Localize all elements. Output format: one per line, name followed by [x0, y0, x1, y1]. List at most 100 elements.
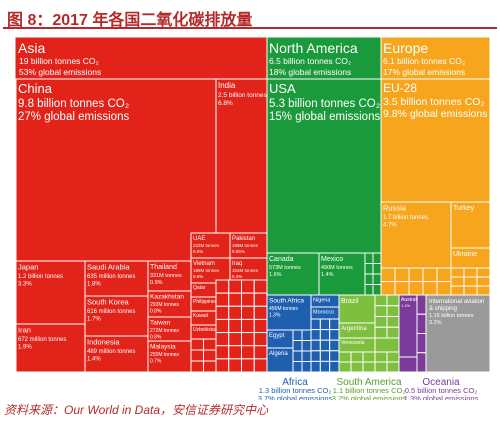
label-international-aviation-shipping-1: International aviation — [429, 299, 484, 305]
country-minor-asia-1 — [215, 292, 230, 307]
country-minor-africa-2 — [310, 339, 321, 352]
country-minor-asia-16 — [241, 305, 255, 320]
label-iran: Iran — [18, 326, 31, 335]
label-pakistan: Pakistan — [232, 236, 255, 242]
value-uae: 222M tonnes — [193, 243, 220, 248]
country-minor-oceania-3 — [416, 352, 427, 373]
value-russia: 1.7 billion tonnes — [383, 215, 428, 221]
region-total-africa: 1.3 billion tonnes CO₂ — [259, 386, 332, 395]
country-minor-asia-10 — [228, 318, 242, 334]
value-south-africa: 456M tonnes — [269, 306, 298, 312]
label-china: China — [18, 81, 53, 96]
country-minor-africa-22 — [292, 350, 303, 362]
country-minor-north-america-4 — [372, 252, 382, 264]
country-minor-asia-17 — [241, 318, 255, 334]
country-minor-africa-1 — [310, 329, 321, 341]
country-minor-asia-8 — [228, 292, 242, 307]
label-eu-28: EU-28 — [383, 81, 417, 95]
value-mexico: 490M tonnes — [321, 265, 353, 271]
value-iraq: 154M tonnes — [232, 268, 259, 273]
label-thailand: Thailand — [150, 264, 177, 271]
share-international-aviation-shipping: 3.2% — [429, 320, 442, 326]
label-russia: Russia — [383, 204, 407, 213]
country-minor-asia-2 — [215, 305, 230, 320]
country-minor-oceania-9 — [398, 356, 418, 373]
value-eu-28: 3.5 billion tonnes CO₂ — [383, 96, 485, 108]
country-vietnam — [190, 257, 231, 284]
share-south-africa: 1.3% — [269, 313, 281, 319]
share-mexico: 1.4% — [321, 272, 334, 278]
country-turkey — [450, 201, 491, 249]
country-minor-asia-15 — [241, 292, 255, 307]
country-minor-asia-7 — [228, 279, 242, 294]
country-minor-europe-10 — [450, 267, 465, 278]
share-indonesia: 1.4% — [87, 357, 101, 363]
country-minor-north-america-2 — [364, 273, 374, 285]
country-minor-europe-2 — [394, 267, 410, 282]
country-minor-south-america-1 — [374, 305, 388, 317]
label-nigeria: Nigeria — [313, 298, 331, 304]
country-minor-europe-3 — [394, 281, 410, 296]
label-turkey: Turkey — [453, 205, 475, 212]
region-share-africa: 3.7% global emissions — [258, 394, 333, 400]
value-vietnam: 199M tonnes — [193, 268, 220, 273]
share-russia: 4.7% — [383, 223, 397, 229]
country-minor-africa-10 — [329, 318, 340, 331]
country-minor-europe-18 — [476, 285, 491, 296]
country-minor-asia-40 — [190, 338, 204, 351]
label-argentina: Argentina — [341, 326, 367, 332]
country-minor-africa-5 — [319, 318, 331, 331]
label-kuwait: Kuwait — [193, 313, 209, 319]
region-title-oceania: Oceania — [422, 377, 460, 388]
country-pakistan — [229, 232, 268, 259]
country-minor-south-america-19 — [386, 361, 400, 373]
country-minor-oceania-2 — [416, 333, 427, 354]
value-pakistan: 198M tonnes — [232, 243, 259, 248]
country-minor-south-america-5 — [386, 305, 400, 317]
country-saudi-arabia — [84, 260, 149, 297]
country-minor-asia-0 — [215, 279, 230, 294]
country-minor-europe-16 — [476, 267, 491, 278]
country-minor-south-america-2 — [374, 316, 388, 328]
country-minor-africa-9 — [319, 360, 331, 373]
country-minor-africa-12 — [329, 339, 340, 352]
country-minor-asia-5 — [215, 345, 230, 360]
figure-header: 图 8：2017 年各国二氧化碳排放量 — [3, 1, 497, 29]
country-minor-asia-44 — [203, 349, 217, 362]
country-minor-europe-11 — [450, 276, 465, 287]
country-minor-asia-27 — [253, 358, 268, 373]
country-minor-europe-6 — [422, 267, 438, 282]
region-total-oceania: 0.5 billion tonnes CO₂ — [405, 386, 478, 395]
country-minor-south-america-11 — [338, 361, 352, 373]
label-australia: Australia — [401, 297, 421, 303]
country-india — [215, 78, 268, 234]
country-minor-africa-0 — [310, 318, 321, 331]
label-algeria: Algeria — [269, 351, 288, 357]
country-minor-africa-3 — [310, 350, 321, 362]
country-minor-north-america-3 — [364, 284, 374, 296]
share-china: 27% global emissions — [18, 111, 129, 123]
share-australia: 1.1% — [401, 303, 411, 308]
country-indonesia — [84, 335, 149, 373]
share-japan: 3.3% — [18, 282, 32, 288]
label-iraq: Iraq — [232, 261, 242, 267]
label-taiwan: Taiwan — [150, 320, 171, 327]
share-pakistan: 0.55% — [232, 249, 245, 254]
label-morocco: Morocco — [313, 310, 334, 316]
country-minor-africa-13 — [329, 350, 340, 362]
country-minor-asia-22 — [253, 292, 268, 307]
country-mexico — [318, 252, 366, 296]
label-saudi-arabia: Saudi Arabia — [87, 263, 130, 272]
share-iraq: 0.4% — [232, 274, 242, 279]
label-malaysia: Malaysia — [150, 344, 176, 351]
figure-title: 图 8：2017 年各国二氧化碳排放量 — [7, 12, 253, 29]
region-share-asia: 53% global emissions — [19, 67, 101, 77]
country-minor-south-america-10 — [338, 351, 352, 363]
country-minor-asia-25 — [253, 332, 268, 347]
country-south-korea — [84, 295, 149, 337]
country-minor-africa-11 — [329, 329, 340, 341]
share-iran: 1.9% — [18, 345, 32, 351]
country-minor-south-america-12 — [350, 351, 364, 363]
label-uae: UAE — [193, 236, 205, 242]
label-canada: Canada — [269, 256, 294, 263]
